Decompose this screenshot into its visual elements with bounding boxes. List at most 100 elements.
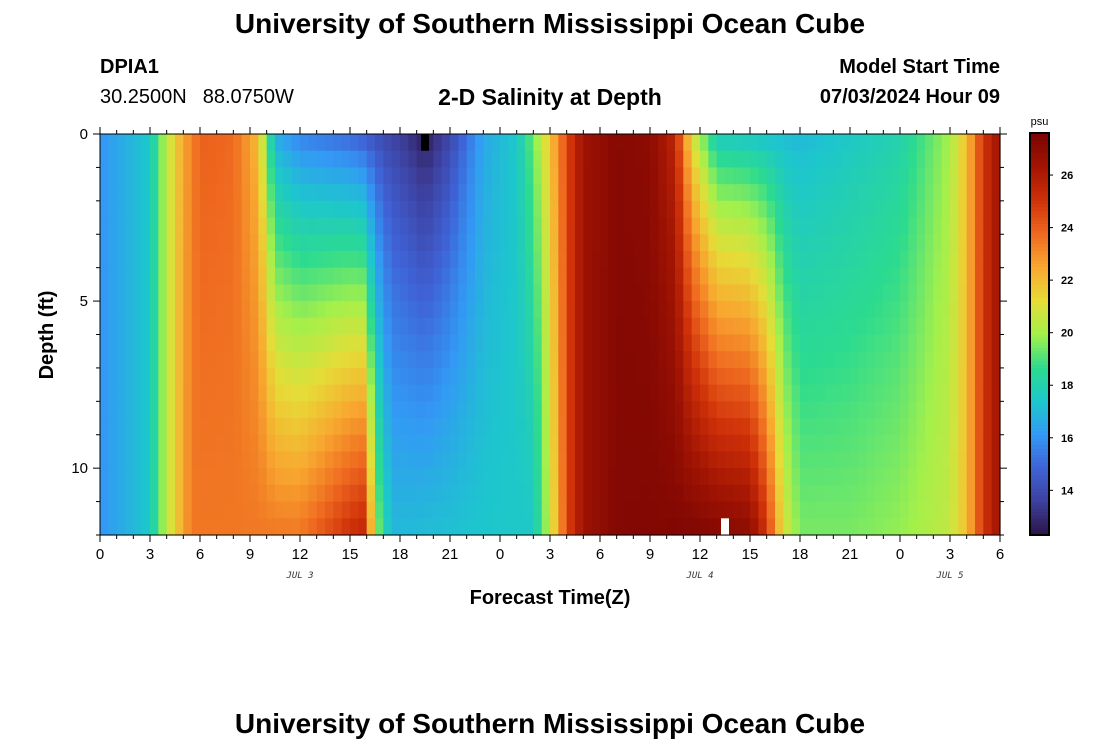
heatmap-cell bbox=[750, 384, 759, 402]
heatmap-cell bbox=[708, 334, 718, 352]
heatmap-cell bbox=[250, 484, 259, 503]
heatmap-cell bbox=[441, 434, 451, 453]
heatmap-cell bbox=[516, 250, 526, 269]
heatmap-cell bbox=[191, 434, 201, 453]
heatmap-cell bbox=[941, 501, 951, 519]
heatmap-cell bbox=[933, 284, 943, 302]
heatmap-cell bbox=[516, 418, 526, 436]
heatmap-cell bbox=[416, 384, 426, 402]
heatmap-cell bbox=[308, 418, 318, 436]
heatmap-cell bbox=[408, 250, 418, 269]
heatmap-cell bbox=[775, 484, 784, 503]
heatmap-cell bbox=[358, 434, 368, 453]
colorbar-swatch bbox=[1030, 528, 1049, 533]
heatmap-cell bbox=[608, 317, 618, 336]
heatmap-cell bbox=[500, 317, 509, 336]
heatmap-cell bbox=[600, 501, 609, 519]
heatmap-cell bbox=[925, 217, 934, 235]
heatmap-cell bbox=[316, 217, 326, 235]
heatmap-cell bbox=[583, 267, 593, 285]
heatmap-cell bbox=[350, 334, 359, 352]
heatmap-cell bbox=[266, 367, 276, 386]
heatmap-cell bbox=[400, 484, 409, 503]
heatmap-cell bbox=[258, 184, 268, 202]
heatmap-cell bbox=[316, 468, 326, 486]
heatmap-cell bbox=[983, 134, 993, 152]
heatmap-cell bbox=[875, 418, 884, 436]
heatmap-cell bbox=[308, 451, 318, 469]
heatmap-cell bbox=[475, 367, 484, 386]
heatmap-cell bbox=[933, 401, 943, 419]
heatmap-cell bbox=[283, 501, 293, 519]
colorbar-swatch bbox=[1030, 441, 1049, 446]
heatmap-cell bbox=[250, 351, 259, 369]
heatmap-cell bbox=[341, 367, 351, 386]
heatmap-cell bbox=[391, 284, 401, 302]
heatmap-cell bbox=[816, 200, 826, 219]
heatmap-cell bbox=[683, 384, 693, 402]
heatmap-cell bbox=[108, 267, 118, 285]
heatmap-cell bbox=[433, 167, 443, 185]
heatmap-cell bbox=[783, 401, 793, 419]
heatmap-cell bbox=[758, 484, 768, 503]
heatmap-cell bbox=[675, 501, 684, 519]
heatmap-cell bbox=[591, 200, 601, 219]
heatmap-cell bbox=[508, 217, 518, 235]
heatmap-cell bbox=[683, 284, 693, 302]
heatmap-cell bbox=[725, 267, 734, 285]
heatmap-cell bbox=[458, 384, 468, 402]
heatmap-cell bbox=[575, 234, 584, 252]
heatmap-cell bbox=[175, 501, 184, 519]
heatmap-cell bbox=[158, 334, 168, 352]
heatmap-cell bbox=[658, 184, 668, 202]
heatmap-cell bbox=[341, 250, 351, 269]
heatmap-cell bbox=[958, 484, 968, 503]
heatmap-cell bbox=[275, 250, 284, 269]
heatmap-cell bbox=[125, 418, 134, 436]
heatmap-cell bbox=[616, 184, 626, 202]
heatmap-cell bbox=[383, 301, 393, 319]
heatmap-cell bbox=[908, 501, 918, 519]
x-tick-label: 21 bbox=[442, 546, 459, 563]
heatmap-cell bbox=[766, 250, 776, 269]
heatmap-cell bbox=[275, 301, 284, 319]
heatmap-cell bbox=[766, 284, 776, 302]
heatmap-cell bbox=[350, 250, 359, 269]
heatmap-cell bbox=[500, 167, 509, 185]
heatmap-cell bbox=[558, 501, 568, 519]
heatmap-cell bbox=[741, 317, 751, 336]
heatmap-cell bbox=[975, 284, 984, 302]
heatmap-cell bbox=[850, 384, 859, 402]
heatmap-cell bbox=[850, 434, 859, 453]
heatmap-cell bbox=[250, 468, 259, 486]
heatmap-cell bbox=[366, 250, 376, 269]
heatmap-cell bbox=[300, 334, 309, 352]
heatmap-cell bbox=[891, 484, 901, 503]
heatmap-cell bbox=[316, 367, 326, 386]
heatmap-cell bbox=[516, 200, 526, 219]
heatmap-cell bbox=[125, 184, 134, 202]
heatmap-cell bbox=[441, 301, 451, 319]
heatmap-cell bbox=[125, 484, 134, 503]
heatmap-cell bbox=[458, 401, 468, 419]
heatmap-cell bbox=[508, 184, 518, 202]
heatmap-cell bbox=[791, 200, 801, 219]
heatmap-cell bbox=[208, 301, 218, 319]
heatmap-cell bbox=[508, 234, 518, 252]
colorbar-swatch bbox=[1030, 323, 1049, 328]
heatmap-cell bbox=[933, 150, 943, 169]
heatmap-cell bbox=[958, 250, 968, 269]
heatmap-cell bbox=[991, 401, 1001, 419]
heatmap-cell bbox=[575, 367, 584, 386]
heatmap-cell bbox=[825, 451, 834, 469]
heatmap-cell bbox=[525, 401, 534, 419]
heatmap-cell bbox=[425, 501, 434, 519]
heatmap-cell bbox=[166, 334, 176, 352]
heatmap-cell bbox=[658, 468, 668, 486]
heatmap-cell bbox=[258, 250, 268, 269]
heatmap-cell bbox=[383, 418, 393, 436]
heatmap-cell bbox=[733, 267, 743, 285]
heatmap-cell bbox=[666, 451, 676, 469]
colorbar-swatch bbox=[1030, 189, 1049, 194]
heatmap-cell bbox=[325, 284, 334, 302]
